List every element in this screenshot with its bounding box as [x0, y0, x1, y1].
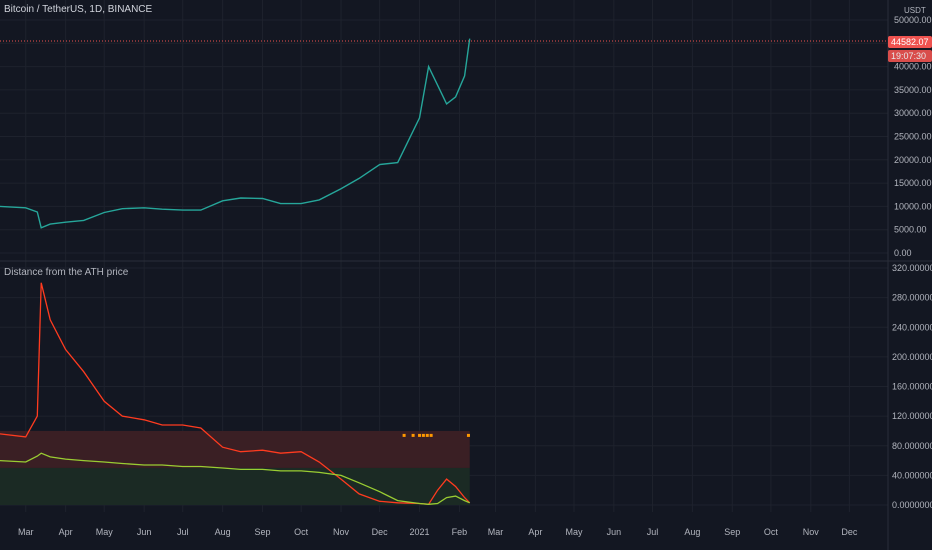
x-tick-label: Oct	[764, 527, 779, 537]
x-tick-label: Sep	[255, 527, 271, 537]
ath-marker	[429, 433, 433, 437]
x-tick-label: Apr	[528, 527, 542, 537]
ath-marker	[418, 433, 422, 437]
x-tick-label: Oct	[294, 527, 309, 537]
currency-label: USDT	[904, 6, 926, 15]
indicator-tick-label: 200.00000000	[892, 352, 932, 362]
x-tick-label: Jul	[177, 527, 189, 537]
symbol-title[interactable]: Bitcoin / TetherUS, 1D, BINANCE	[4, 4, 153, 15]
x-tick-label: Dec	[372, 527, 389, 537]
indicator-title[interactable]: Distance from the ATH price	[4, 267, 129, 278]
x-tick-label: Aug	[215, 527, 231, 537]
time-axis[interactable]: Mar Apr May Jun Jul Aug Sep Oct Nov Dec 2021 Feb Mar…	[18, 527, 858, 537]
price-tick-label: 50000.00	[894, 15, 932, 25]
x-tick-label: Nov	[333, 527, 350, 537]
ath-marker	[425, 433, 429, 437]
indicator-tick-label: 0.00000000	[892, 500, 932, 510]
last-price-badge: 44582.07	[888, 36, 932, 48]
indicator-tick-label: 120.00000000	[892, 411, 932, 421]
price-tick-label: 10000.00	[894, 201, 932, 211]
price-tick-label: 5000.00	[894, 225, 927, 235]
x-tick-label: May	[565, 527, 583, 537]
price-tick-label: 35000.00	[894, 85, 932, 95]
price-tick-label: 0.00	[894, 248, 912, 258]
ath-marker	[411, 433, 415, 437]
indicator-tick-label: 280.00000000	[892, 293, 932, 303]
price-tick-label: 20000.00	[894, 155, 932, 165]
ath-marker	[402, 433, 406, 437]
x-tick-label: Jun	[607, 527, 622, 537]
x-tick-label: Mar	[488, 527, 504, 537]
indicator-tick-label: 240.00000000	[892, 322, 932, 332]
x-tick-label: Mar	[18, 527, 34, 537]
indicator-axis[interactable]: 0.00000000 40.00000000 80.00000000 120.0000…	[892, 263, 932, 510]
x-tick-label: Jul	[647, 527, 659, 537]
ath-markers	[402, 433, 470, 437]
x-tick-label: May	[96, 527, 114, 537]
price-tick-label: 25000.00	[894, 132, 932, 142]
x-tick-label: Nov	[803, 527, 820, 537]
ath-marker	[466, 433, 470, 437]
price-series-line	[0, 38, 471, 229]
distance-series-line	[0, 282, 471, 505]
lower-band	[0, 467, 470, 505]
x-tick-label: Aug	[684, 527, 700, 537]
threshold-bands	[0, 430, 470, 505]
x-tick-label: Sep	[724, 527, 740, 537]
price-tick-label: 15000.00	[894, 178, 932, 188]
indicator-tick-label: 160.00000000	[892, 382, 932, 392]
countdown-badge: 19:07:30	[888, 50, 932, 62]
x-tick-label: Apr	[59, 527, 73, 537]
x-tick-label: Feb	[452, 527, 468, 537]
average-series-line	[0, 452, 470, 505]
chart-grid	[0, 0, 888, 512]
price-tick-label: 40000.00	[894, 62, 932, 72]
upper-band	[0, 430, 470, 468]
indicator-tick-label: 40.00000000	[892, 470, 932, 480]
indicator-tick-label: 80.00000000	[892, 441, 932, 451]
price-tick-label: 30000.00	[894, 108, 932, 118]
x-tick-label: Jun	[137, 527, 152, 537]
x-tick-label: 2021	[410, 527, 430, 537]
indicator-tick-label: 320.00000000	[892, 263, 932, 273]
x-tick-label: Dec	[841, 527, 858, 537]
ath-marker	[421, 433, 425, 437]
